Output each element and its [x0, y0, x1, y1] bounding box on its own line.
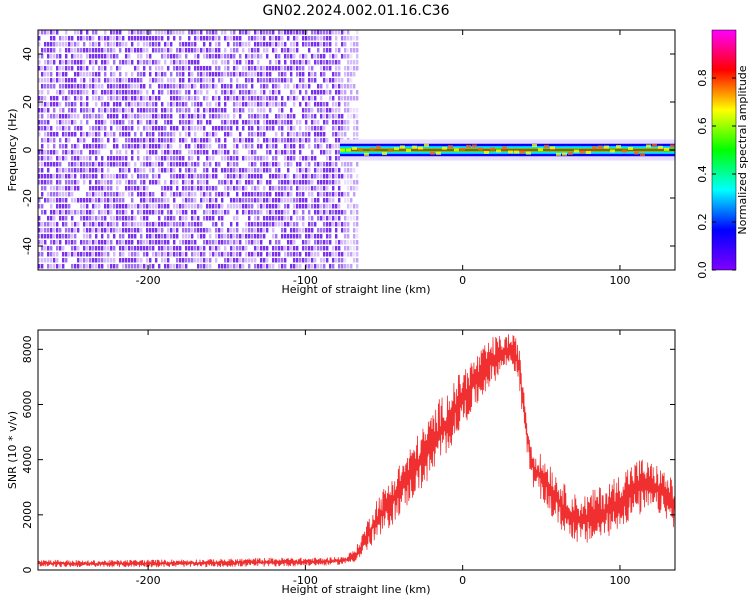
snr-x-tick-label--100: -100 — [293, 574, 318, 587]
spectrogram-y-label: Frequency (Hz) — [6, 109, 19, 192]
spectrogram-x-tick-label--200: -200 — [136, 274, 161, 287]
snr-series-line — [38, 334, 675, 568]
colorbar-tick-label-0.8: 0.8 — [696, 69, 709, 87]
snr-y-label: SNR (10 * v/v) — [6, 411, 19, 489]
spectrogram-y-tick-label--40: -40 — [21, 237, 34, 255]
snr-y-tick-label-8000: 8000 — [21, 335, 34, 363]
signal-band-core — [349, 149, 675, 151]
snr-x-tick-label--200: -200 — [136, 574, 161, 587]
spectrogram-x-label: Height of straight line (km) — [281, 283, 430, 296]
spectrogram-x-tick-label-0: 0 — [459, 274, 466, 287]
snr-trace-path — [38, 334, 675, 568]
colorbar-tick-label-0.6: 0.6 — [696, 117, 709, 135]
snr-x-label: Height of straight line (km) — [281, 583, 430, 596]
colorbar-tick-label-0: 0.0 — [696, 261, 709, 279]
spectrogram-x-ticks: -200 -100 0 100 — [136, 30, 630, 287]
snr-x-tick-label-0: 0 — [459, 574, 466, 587]
snr-x-tick-label-100: 100 — [609, 574, 630, 587]
colorbar: 0.0 0.2 0.4 0.6 0.8 Normalized spectral ampl… — [696, 29, 749, 279]
snr-y-ticks: 0 2000 4000 6000 8000 — [21, 335, 675, 574]
colorbar-label: Normalized spectral amplitude — [736, 65, 749, 234]
spectrogram-y-ticks: -40 -20 0 20 40 — [21, 47, 675, 255]
colorbar-gradient — [711, 29, 737, 271]
spectrogram-x-tick-label--100: -100 — [293, 274, 318, 287]
snr-x-ticks: -200 -100 0 100 — [136, 330, 630, 587]
spectrogram-y-tick-label-20: 20 — [21, 95, 34, 109]
spectrogram-y-tick-label--20: -20 — [21, 189, 34, 207]
snr-frame — [37, 329, 676, 571]
colorbar-ticks: 0.0 0.2 0.4 0.6 0.8 — [696, 69, 736, 279]
snr-y-tick-label-4000: 4000 — [21, 446, 34, 474]
spectrogram-y-tick-label-0: 0 — [21, 147, 34, 154]
snr-y-tick-label-0: 0 — [21, 567, 34, 574]
snr-y-tick-label-6000: 6000 — [21, 390, 34, 418]
colorbar-tick-label-0.4: 0.4 — [696, 165, 709, 183]
spectrogram-y-tick-label-40: 40 — [21, 47, 34, 61]
spectrogram-x-tick-label-100: 100 — [609, 274, 630, 287]
colorbar-tick-label-0.2: 0.2 — [696, 213, 709, 231]
figure-title: GN02.2024.002.01.16.C36 — [263, 3, 450, 19]
spectrogram-cells — [38, 30, 675, 269]
snr-y-tick-label-2000: 2000 — [21, 501, 34, 529]
